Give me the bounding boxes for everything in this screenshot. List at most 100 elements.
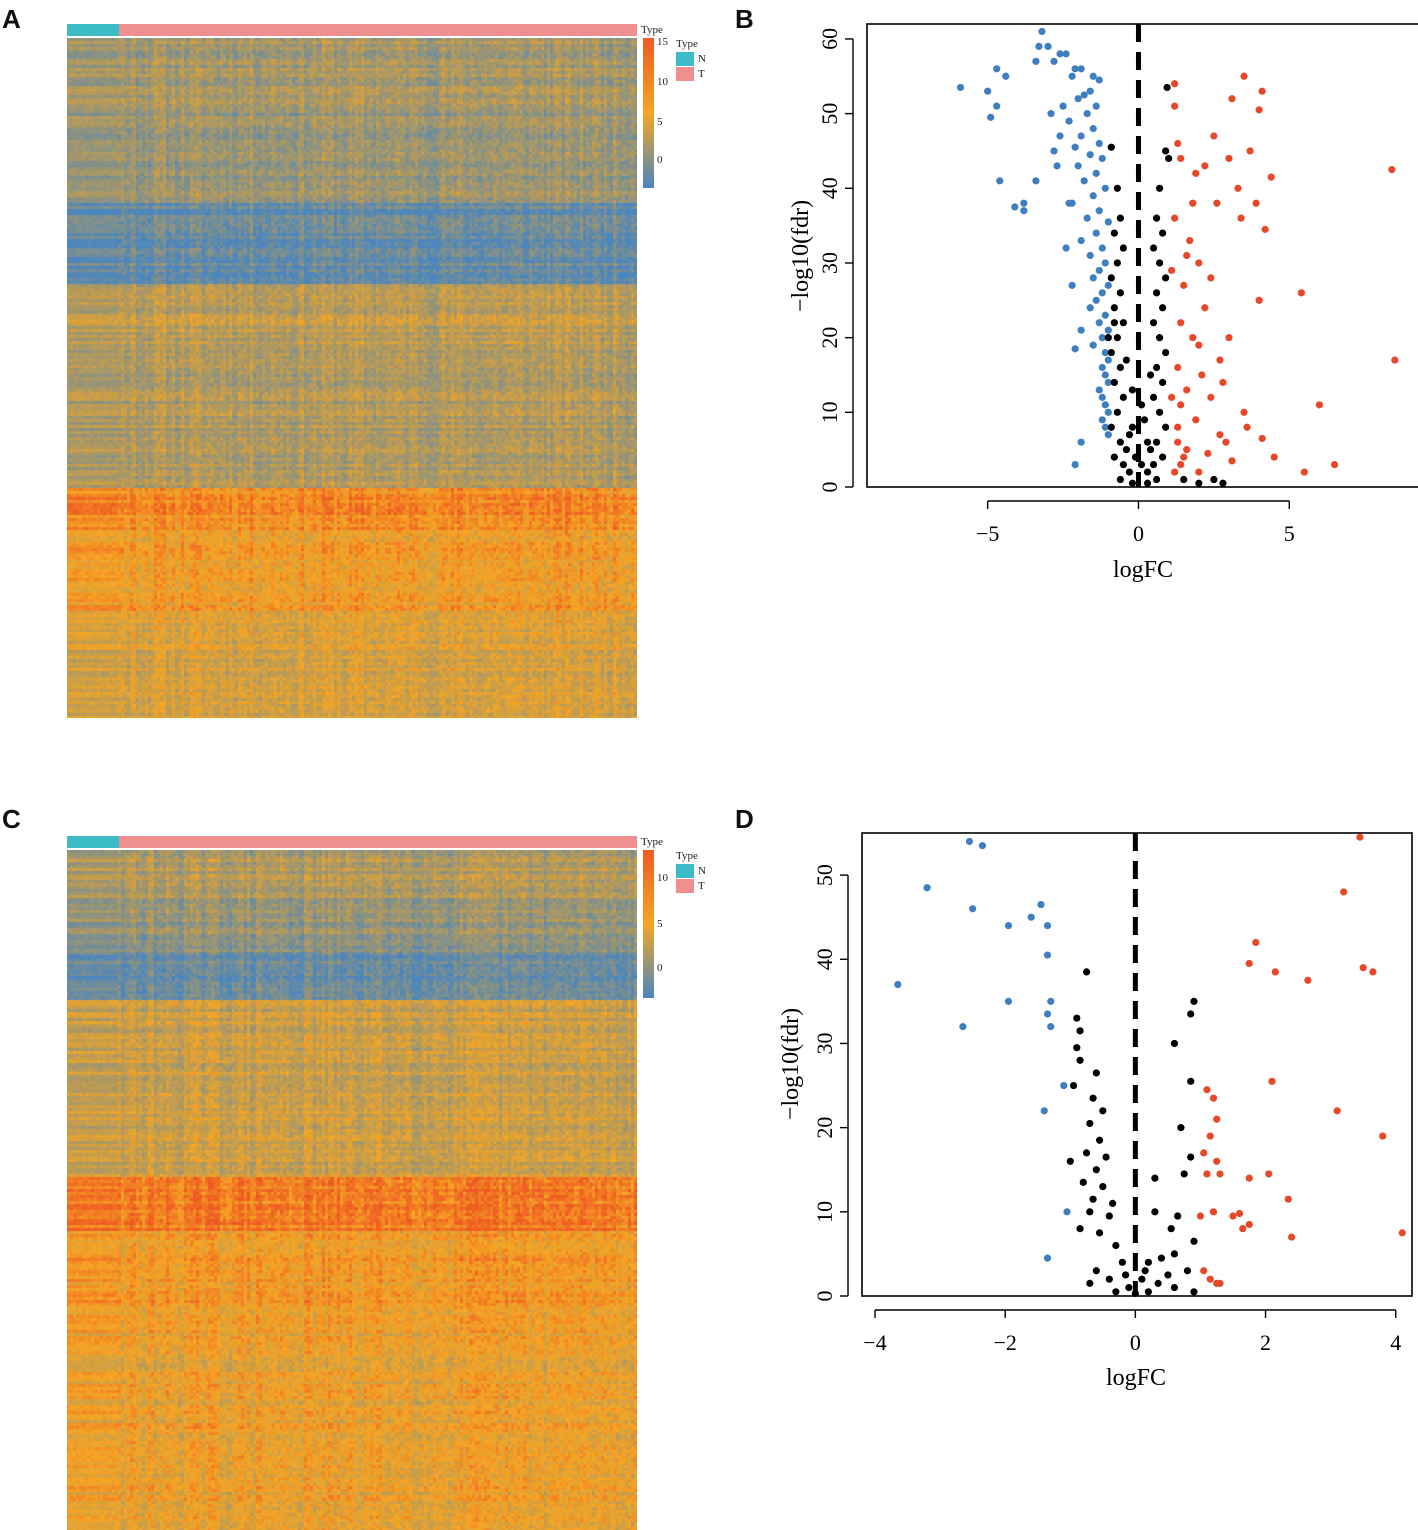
point-down [1077, 438, 1085, 446]
point-down [1077, 326, 1085, 334]
point-up [1271, 968, 1279, 976]
point-down [1095, 386, 1103, 394]
point-down [1089, 192, 1097, 200]
y-tick-label: 60 [817, 28, 842, 50]
point-ns [1180, 475, 1188, 484]
point-ns [1159, 378, 1167, 387]
x-tick-label: −4 [863, 1330, 886, 1355]
plot-frame [866, 23, 1418, 488]
heatmap-a-legend: Type 15 10 5 0 Type N T [641, 24, 721, 194]
point-down [1065, 199, 1073, 207]
legend-swatch-normal [676, 52, 694, 66]
point-down [1047, 110, 1055, 118]
point-up [1168, 266, 1176, 275]
point-down [1104, 431, 1112, 439]
point-down [1047, 997, 1055, 1005]
point-up [1267, 173, 1275, 181]
point-up [1168, 393, 1176, 401]
y-tick-label: 40 [812, 948, 837, 970]
x-axis-label: logFC [1113, 557, 1173, 583]
point-down [1059, 102, 1067, 110]
point-ns [1089, 1195, 1097, 1203]
point-down [1098, 393, 1106, 401]
point-ns [1082, 1149, 1091, 1157]
point-ns [1073, 1014, 1081, 1022]
point-down [1101, 259, 1109, 267]
point-up [1213, 199, 1221, 207]
point-ns [1152, 214, 1161, 222]
point-ns [1159, 229, 1167, 237]
point-ns [1143, 438, 1152, 446]
y-tick-label: 30 [817, 252, 842, 274]
point-ns [1149, 460, 1158, 469]
point-up [1195, 259, 1203, 267]
y-tick-label: 0 [812, 1291, 837, 1302]
point-down [1020, 199, 1028, 207]
point-ns [1210, 475, 1218, 484]
point-ns [1086, 1119, 1094, 1128]
point-ns [1128, 423, 1137, 431]
point-ns [1152, 363, 1161, 372]
point-down [1077, 132, 1085, 140]
point-up [1201, 304, 1209, 312]
point-down [956, 83, 965, 92]
point-up [1210, 132, 1218, 140]
point-ns [1069, 1081, 1078, 1090]
point-ns [1219, 479, 1227, 487]
point-ns [1116, 289, 1124, 297]
point-ns [1107, 274, 1115, 282]
y-axis-label: −log10(fdr) [788, 200, 814, 312]
point-ns [1099, 1107, 1107, 1115]
point-ns [1119, 460, 1127, 469]
point-down [1040, 1107, 1048, 1115]
point-down [1047, 1023, 1055, 1031]
legend-title: Type [641, 24, 663, 36]
legend-label-tumor: T [698, 880, 705, 892]
point-up [1300, 468, 1308, 476]
point-down [993, 65, 1001, 73]
point-up [1237, 214, 1245, 222]
point-up [1315, 401, 1324, 409]
point-down [1098, 363, 1106, 372]
point-ns [1119, 244, 1127, 252]
point-ns [1140, 416, 1149, 424]
point-down [993, 102, 1001, 110]
point-down [1044, 42, 1052, 51]
color-ramp [643, 850, 654, 998]
point-down [1056, 50, 1064, 58]
point-up [1340, 888, 1348, 896]
point-down [1074, 162, 1082, 170]
point-up [1204, 449, 1212, 457]
point-up [1235, 1209, 1244, 1218]
point-down [1002, 72, 1010, 80]
panel-label-b: B [735, 4, 754, 34]
point-ns [1128, 386, 1137, 394]
point-up [1186, 236, 1194, 245]
type-bar-normal [67, 836, 119, 848]
point-ns [1155, 408, 1164, 416]
point-ns [1138, 1275, 1146, 1283]
point-ns [1128, 479, 1137, 487]
point-ns [1122, 356, 1131, 364]
point-ns [1155, 334, 1164, 342]
volcano-plot-d: logFC −log10(fdr) 0 10 20 30 40 50 −4 −2 0 2 4 [778, 832, 1413, 1391]
x-tick-label: 0 [1133, 521, 1144, 546]
point-down [1071, 65, 1079, 73]
point-up [1284, 1195, 1292, 1203]
point-ns [1149, 244, 1158, 252]
point-down [996, 177, 1004, 185]
point-ns [1170, 1039, 1179, 1048]
point-up [1252, 938, 1260, 947]
point-ns [1125, 468, 1134, 476]
point-ns [1165, 154, 1173, 163]
point-up [1243, 423, 1251, 431]
point-down [1035, 42, 1043, 51]
point-down [969, 905, 977, 913]
point-up [1245, 1220, 1253, 1229]
point-up [1209, 1208, 1218, 1216]
point-up [1356, 833, 1364, 841]
legend-tick: 0 [657, 154, 663, 166]
legend-label-normal: N [698, 53, 706, 65]
point-up [1192, 169, 1200, 177]
point-up [1225, 154, 1233, 163]
